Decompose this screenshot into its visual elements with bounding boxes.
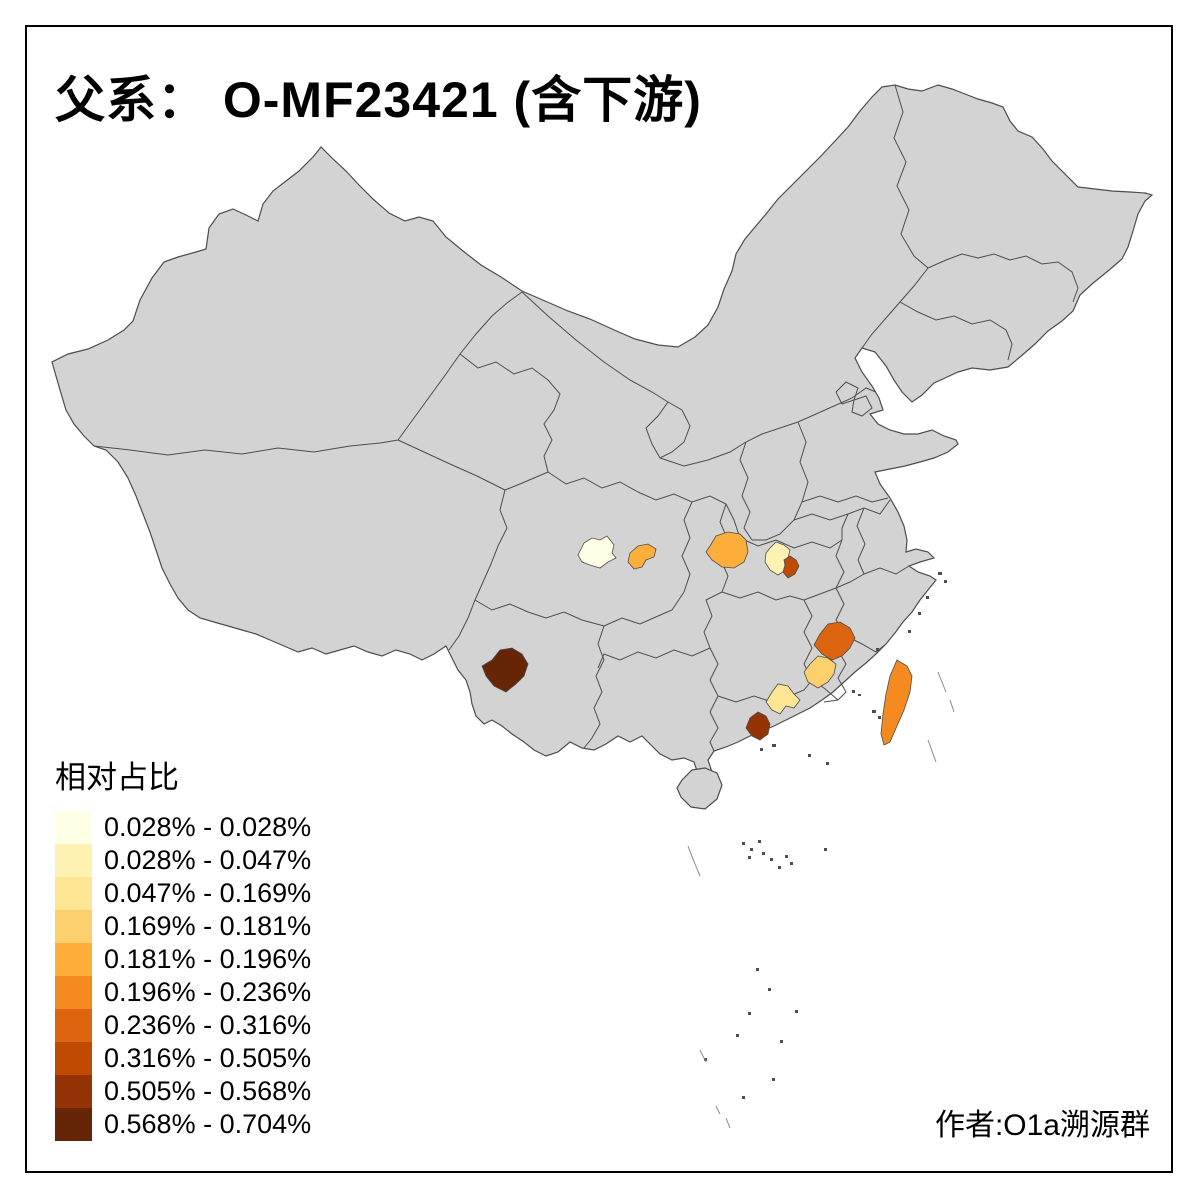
legend-swatch [55,844,92,877]
legend-swatch [55,877,92,910]
legend-label: 0.236% - 0.316% [104,1010,312,1040]
legend-row: 0.028% - 0.047% [55,844,311,877]
region-west-yunnan-area [481,647,529,693]
region-heyuan-area [765,683,801,715]
legend-swatch [55,943,92,976]
region-nanping-area [813,621,856,661]
legend-label: 0.028% - 0.028% [104,812,312,842]
region-ne-sichuan-area [627,543,657,570]
hainan-island [676,767,723,810]
legend-label: 0.047% - 0.169% [104,878,312,908]
legend-rows: 0.028% - 0.028% 0.028% - 0.047% 0.047% - 0… [55,811,311,1141]
legend-swatch [55,1108,92,1141]
map-title: 父系： O-MF23421 (含下游) [55,72,702,128]
region-taiwan [880,659,913,746]
legend-row: 0.169% - 0.181% [55,910,311,943]
legend-swatch [55,811,92,844]
legend-label: 0.568% - 0.704% [104,1109,312,1139]
legend-row: 0.568% - 0.704% [55,1108,311,1141]
author-credit: 作者:O1a溯源群 [934,1109,1150,1142]
legend-row: 0.196% - 0.236% [55,976,311,1009]
region-wuhan-city [782,555,800,579]
legend-swatch [55,1075,92,1108]
region-chengdu-area [577,535,617,569]
china-mainland [51,84,1154,781]
region-west-hubei-area [705,531,749,569]
legend-title: 相对占比 [55,760,179,795]
legend-label: 0.181% - 0.196% [104,944,312,974]
legend-label: 0.316% - 0.505% [104,1043,312,1073]
legend-row: 0.316% - 0.505% [55,1042,311,1075]
legend-swatch [55,1042,92,1075]
region-longyan-area [803,655,837,689]
highlighted-regions [481,531,913,746]
legend-swatch [55,976,92,1009]
legend-row: 0.505% - 0.568% [55,1075,311,1108]
legend-label: 0.028% - 0.047% [104,845,312,875]
legend-row: 0.047% - 0.169% [55,877,311,910]
legend-row: 0.028% - 0.028% [55,811,311,844]
legend: 相对占比 0.028% - 0.028% 0.028% - 0.047% 0.047… [55,752,311,1141]
legend-swatch [55,1009,92,1042]
legend-label: 0.196% - 0.236% [104,977,312,1007]
legend-label: 0.169% - 0.181% [104,911,312,941]
legend-swatch [55,910,92,943]
legend-row: 0.236% - 0.316% [55,1009,311,1042]
legend-row: 0.181% - 0.196% [55,943,311,976]
islands-and-sea-marks [687,572,955,1129]
legend-label: 0.505% - 0.568% [104,1076,312,1106]
region-pearl-river-delta [745,711,771,741]
